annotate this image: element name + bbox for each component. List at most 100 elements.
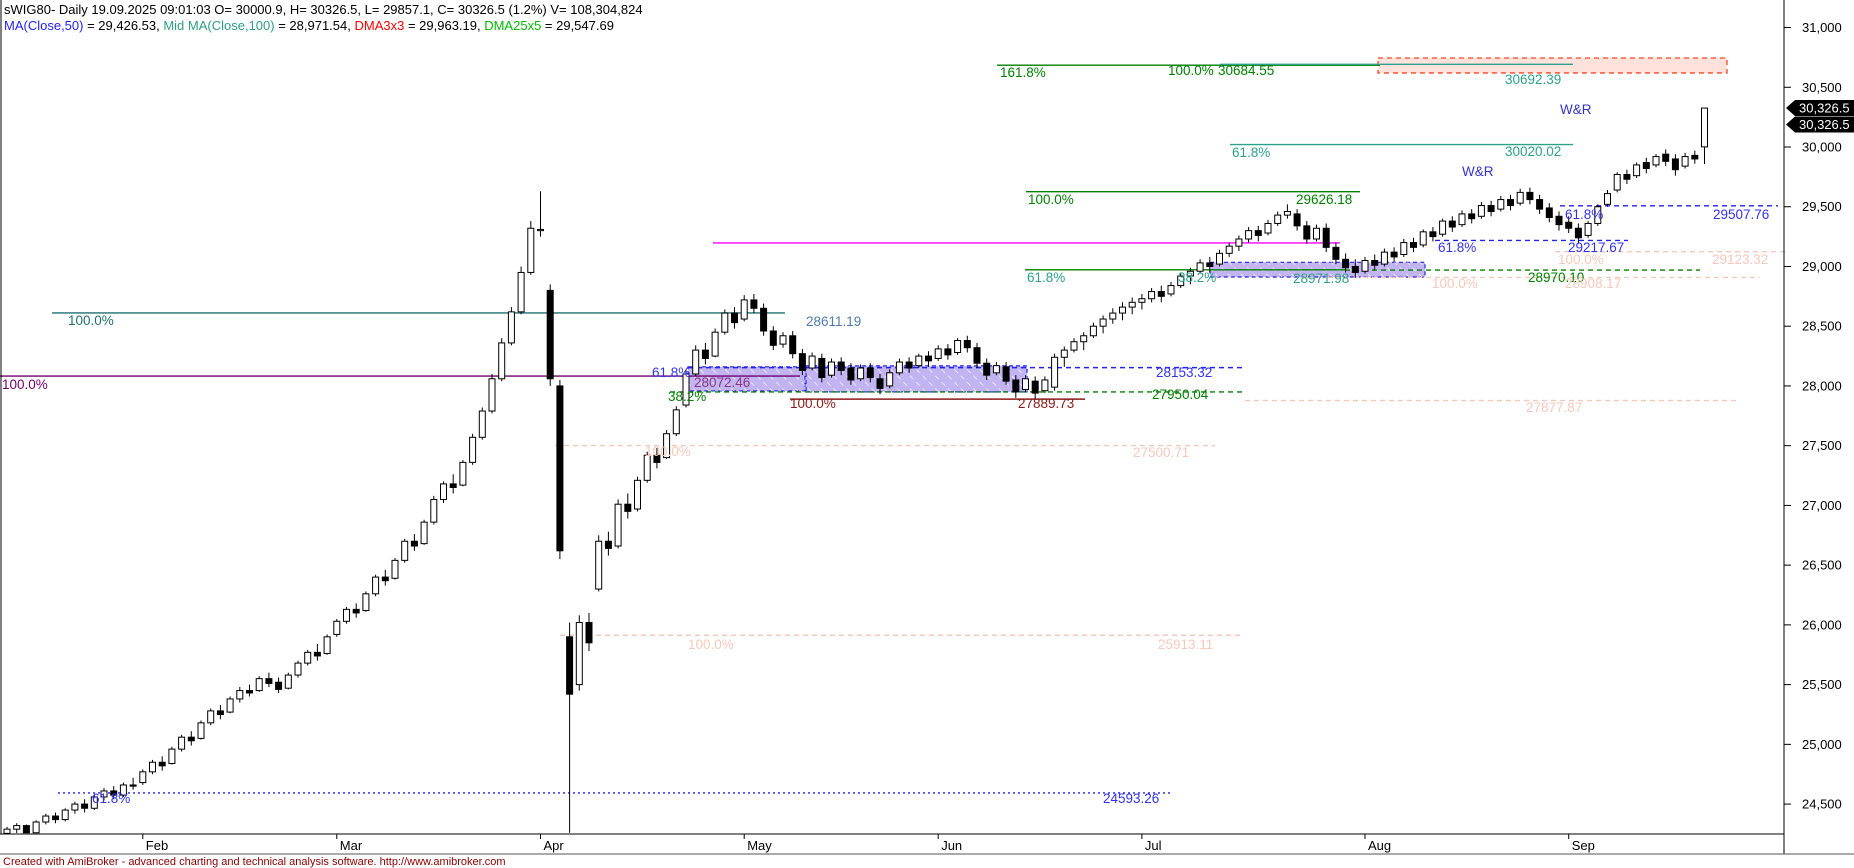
bullish-candle-body[interactable] [1439, 220, 1447, 235]
bearish-candle-body[interactable] [1322, 227, 1330, 248]
bullish-candle-body[interactable] [1225, 245, 1233, 254]
bullish-candle-body[interactable] [1313, 227, 1320, 240]
bearish-candle-body[interactable] [1642, 162, 1650, 170]
bearish-candle-body[interactable] [52, 815, 59, 821]
bearish-candle-body[interactable] [983, 362, 991, 376]
bullish-candle-body[interactable] [1119, 306, 1126, 314]
fib-target-box[interactable] [1377, 57, 1728, 74]
bullish-candle-body[interactable] [692, 349, 700, 375]
bearish-candle-body[interactable] [275, 681, 283, 690]
bullish-candle-body[interactable] [663, 433, 671, 459]
bullish-candle-body[interactable] [1070, 341, 1078, 351]
bearish-candle-body[interactable] [1448, 220, 1456, 228]
bullish-candle-body[interactable] [954, 340, 962, 353]
bearish-candle-body[interactable] [158, 761, 166, 767]
bullish-candle-body[interactable] [401, 540, 409, 561]
bullish-candle-body[interactable] [90, 796, 98, 809]
bullish-candle-body[interactable] [391, 559, 399, 579]
bullish-candle-body[interactable] [304, 651, 312, 664]
bearish-candle-body[interactable] [187, 736, 195, 742]
bullish-candle-body[interactable] [1477, 205, 1485, 217]
bullish-candle-body[interactable] [1196, 262, 1204, 272]
bullish-candle-body[interactable] [168, 748, 176, 764]
bearish-candle-body[interactable] [313, 651, 321, 657]
bullish-candle-body[interactable] [420, 521, 428, 545]
bullish-candle-body[interactable] [1177, 275, 1185, 287]
bearish-candle-body[interactable] [604, 540, 612, 549]
bullish-candle-body[interactable] [779, 335, 787, 345]
bullish-candle-body[interactable] [1361, 259, 1369, 272]
bearish-candle-body[interactable] [1012, 379, 1020, 393]
bullish-candle-body[interactable] [323, 636, 331, 655]
bearish-candle-body[interactable] [769, 330, 777, 346]
bullish-candle-body[interactable] [711, 331, 719, 357]
bullish-candle-body[interactable] [1613, 173, 1621, 191]
bearish-candle-body[interactable] [847, 367, 855, 381]
bearish-candle-body[interactable] [1507, 199, 1514, 207]
bullish-candle-body[interactable] [537, 228, 544, 232]
bullish-candle-body[interactable] [934, 348, 942, 359]
bullish-candle-body[interactable] [42, 815, 50, 823]
bullish-candle-body[interactable] [71, 803, 79, 811]
bearish-candle-body[interactable] [1545, 207, 1553, 218]
bullish-candle-body[interactable] [178, 736, 186, 750]
bullish-candle-body[interactable] [672, 409, 680, 435]
bearish-candle-body[interactable] [750, 299, 758, 309]
bullish-candle-body[interactable] [1109, 312, 1117, 320]
bullish-candle-body[interactable] [13, 825, 21, 830]
bullish-candle-body[interactable] [1419, 231, 1427, 246]
bullish-candle-body[interactable] [517, 271, 525, 313]
bullish-candle-body[interactable] [1022, 378, 1029, 391]
bullish-candle-body[interactable] [527, 227, 535, 273]
bullish-candle-body[interactable] [226, 698, 234, 713]
bearish-candle-body[interactable] [1536, 199, 1544, 210]
bearish-candle-body[interactable] [1671, 158, 1679, 171]
bearish-candle-body[interactable] [1487, 205, 1495, 213]
bullish-candle-body[interactable] [3, 828, 11, 834]
bullish-candle-body[interactable] [643, 454, 651, 481]
bearish-candle-body[interactable] [556, 385, 564, 552]
bullish-candle-body[interactable] [857, 367, 865, 380]
bullish-candle-body[interactable] [1041, 379, 1049, 392]
bearish-candle-body[interactable] [818, 357, 826, 379]
bearish-candle-body[interactable] [1555, 215, 1563, 226]
bullish-candle-body[interactable] [1283, 211, 1291, 216]
bearish-candle-body[interactable] [1157, 291, 1165, 297]
bullish-candle-body[interactable] [333, 620, 341, 635]
bearish-candle-body[interactable] [905, 361, 913, 369]
bullish-candle-body[interactable] [992, 365, 1000, 374]
bullish-candle-body[interactable] [372, 576, 380, 595]
bearish-candle-body[interactable] [866, 367, 874, 379]
bearish-candle-body[interactable] [81, 803, 89, 809]
bearish-candle-body[interactable] [1526, 191, 1534, 201]
bullish-candle-body[interactable] [1060, 349, 1068, 358]
bearish-candle-body[interactable] [129, 784, 137, 787]
bearish-candle-body[interactable] [925, 355, 932, 362]
bullish-candle-body[interactable] [100, 790, 108, 798]
bullish-candle-body[interactable] [284, 674, 292, 689]
bullish-candle-body[interactable] [1497, 199, 1505, 210]
bullish-candle-body[interactable] [197, 722, 205, 739]
bullish-candle-body[interactable] [478, 410, 486, 438]
bullish-candle-body[interactable] [808, 355, 816, 369]
bullish-candle-body[interactable] [255, 678, 263, 692]
bullish-candle-body[interactable] [32, 821, 40, 834]
bullish-candle-body[interactable] [1594, 206, 1602, 224]
bearish-candle-body[interactable] [760, 307, 768, 332]
bearish-candle-body[interactable] [1429, 231, 1437, 238]
bearish-candle-body[interactable] [1254, 230, 1262, 236]
bullish-candle-body[interactable] [1148, 291, 1156, 300]
bearish-candle-body[interactable] [1031, 380, 1039, 394]
bearish-candle-body[interactable] [1390, 251, 1398, 258]
bullish-candle-body[interactable] [488, 378, 496, 412]
bearish-candle-body[interactable] [1623, 173, 1631, 180]
bullish-candle-body[interactable] [1235, 238, 1243, 247]
bullish-candle-body[interactable] [614, 503, 622, 547]
bearish-candle-body[interactable] [1293, 213, 1301, 227]
bullish-candle-body[interactable] [149, 761, 156, 773]
bullish-candle-body[interactable] [61, 809, 69, 821]
bullish-candle-body[interactable] [575, 621, 583, 686]
bullish-candle-body[interactable] [1080, 335, 1088, 343]
bearish-candle-body[interactable] [798, 353, 806, 371]
